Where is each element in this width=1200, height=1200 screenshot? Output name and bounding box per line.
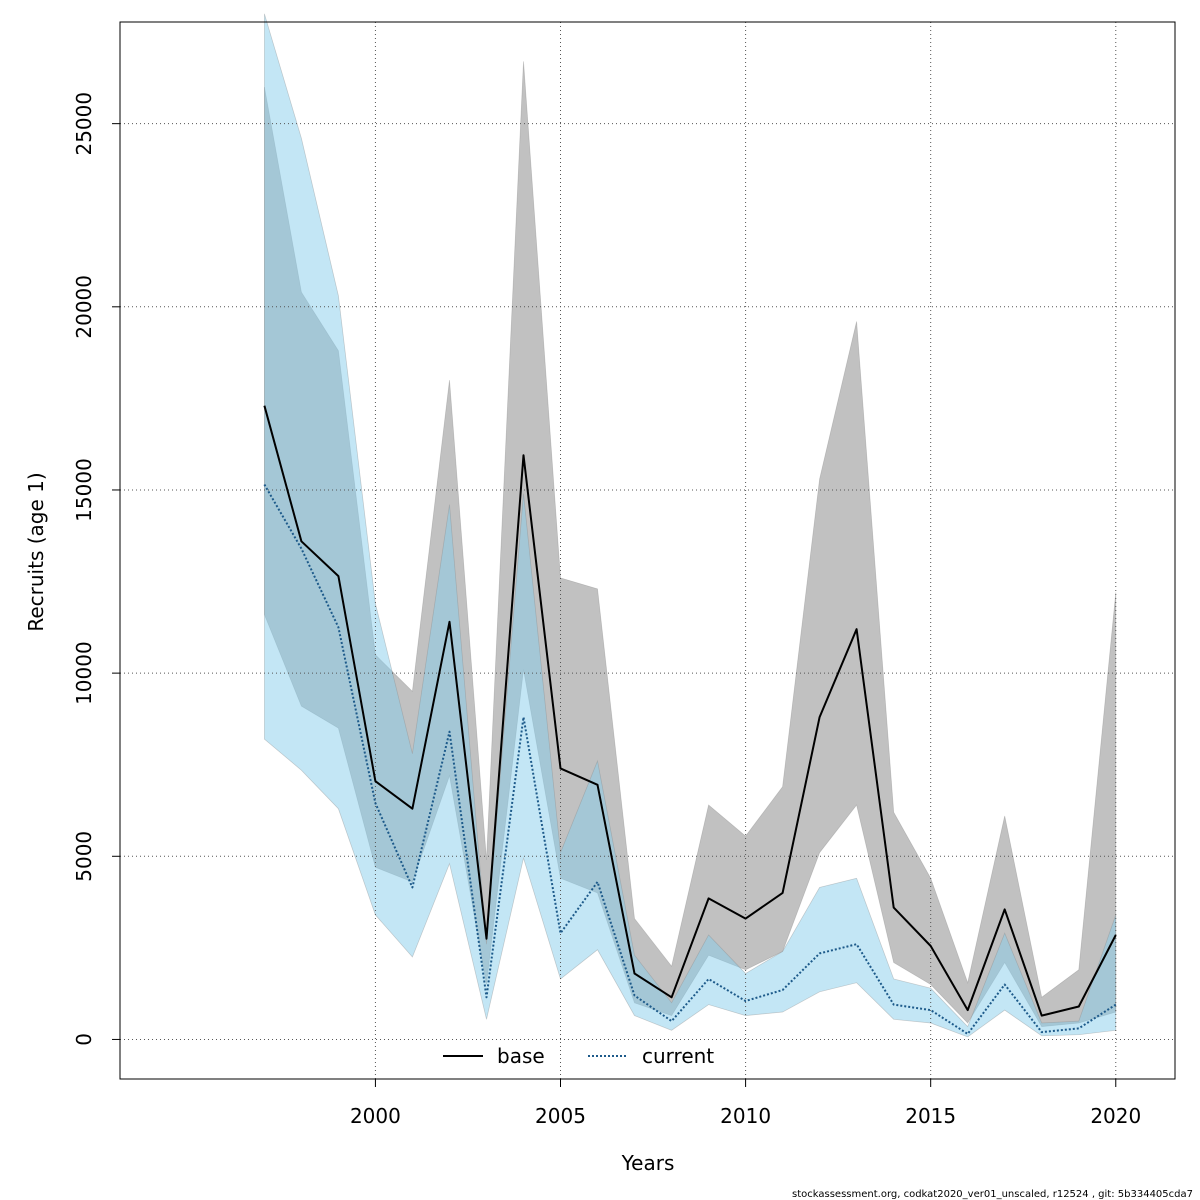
legend-label-current: current: [642, 1044, 714, 1068]
x-tick-label-2020: 2020: [1090, 1104, 1141, 1128]
series-line-base: [263, 405, 1117, 1017]
x-tick-label-2010: 2010: [720, 1104, 771, 1128]
plot-frame: [119, 21, 1176, 1080]
x-tick-label-2015: 2015: [905, 1104, 956, 1128]
confidence-bands: [264, 13, 1117, 1038]
y-tick-label-5000: 5000: [72, 831, 96, 882]
y-axis: 0 5000 10000 15000 20000 25000: [72, 92, 120, 1046]
grid-lines: [120, 22, 1175, 1079]
x-tick-label-2000: 2000: [350, 1104, 401, 1128]
series-lines: [263, 405, 1117, 1035]
legend: base current: [443, 1044, 714, 1068]
y-tick-label-15000: 15000: [72, 458, 96, 522]
series-line-current: [263, 484, 1117, 1035]
x-tick-label-2005: 2005: [535, 1104, 586, 1128]
x-axis: 2000 2005 2010 2015 2020: [350, 1079, 1141, 1128]
y-tick-label-10000: 10000: [72, 641, 96, 705]
y-tick-label-0: 0: [72, 1033, 96, 1046]
legend-label-base: base: [497, 1044, 545, 1068]
y-tick-label-25000: 25000: [72, 92, 96, 156]
band-current: [264, 13, 1117, 1038]
x-axis-title: Years: [621, 1151, 675, 1175]
footer-credit: stockassessment.org, codkat2020_ver01_un…: [792, 1189, 1193, 1200]
y-tick-label-20000: 20000: [72, 275, 96, 339]
y-axis-title: Recruits (age 1): [24, 472, 48, 631]
